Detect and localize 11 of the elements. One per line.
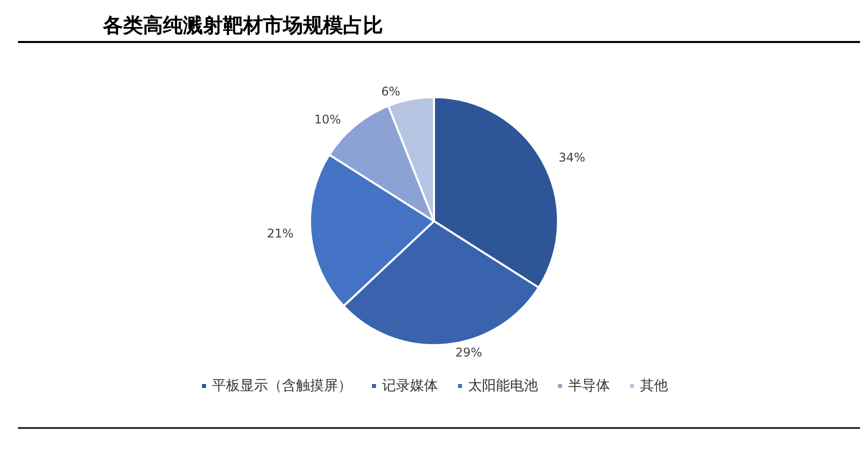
chart-title: 各类高纯溅射靶材市场规模占比 (102, 13, 383, 37)
legend-label: 平板显示（含触摸屏） (212, 378, 352, 394)
legend-label: 太阳能电池 (468, 378, 538, 394)
data-label: 34% (558, 150, 586, 165)
data-label: 6% (381, 84, 400, 99)
legend-label: 其他 (640, 378, 668, 394)
data-label: 10% (314, 112, 341, 126)
data-label: 29% (455, 346, 482, 360)
data-label: 21% (266, 226, 294, 241)
legend-label: 半导体 (568, 378, 610, 394)
legend-label: 记录媒体 (382, 378, 438, 394)
